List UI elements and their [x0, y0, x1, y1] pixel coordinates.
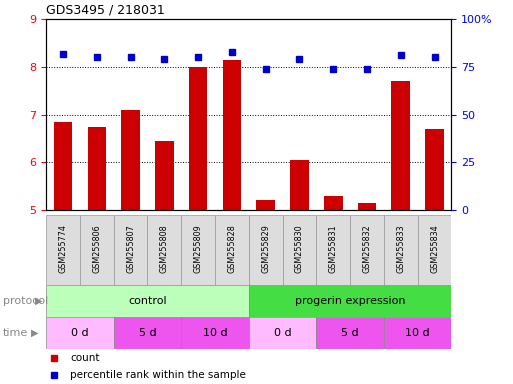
Text: GSM255808: GSM255808 — [160, 224, 169, 273]
Text: GSM255828: GSM255828 — [227, 224, 236, 273]
Text: 0 d: 0 d — [274, 328, 291, 338]
Bar — [290, 160, 309, 210]
Bar — [148, 215, 181, 285]
Bar — [358, 203, 377, 210]
Bar — [384, 215, 418, 285]
Bar — [256, 200, 275, 210]
Text: 5 d: 5 d — [139, 328, 156, 338]
Bar — [121, 110, 140, 210]
Bar — [88, 126, 106, 210]
Bar — [155, 141, 174, 210]
Bar — [350, 215, 384, 285]
Bar — [317, 317, 384, 349]
Bar — [384, 317, 451, 349]
Text: GSM255806: GSM255806 — [92, 224, 102, 273]
Bar — [249, 317, 317, 349]
Bar — [114, 317, 181, 349]
Text: GSM255832: GSM255832 — [363, 224, 371, 273]
Bar — [215, 215, 249, 285]
Bar — [324, 196, 343, 210]
Text: GSM255834: GSM255834 — [430, 224, 439, 273]
Text: progerin expression: progerin expression — [295, 296, 405, 306]
Text: 0 d: 0 d — [71, 328, 89, 338]
Text: GSM255809: GSM255809 — [193, 224, 203, 273]
Text: ▶: ▶ — [31, 328, 38, 338]
Bar — [317, 215, 350, 285]
Bar — [181, 317, 249, 349]
Text: control: control — [128, 296, 167, 306]
Text: count: count — [70, 353, 100, 363]
Text: percentile rank within the sample: percentile rank within the sample — [70, 369, 246, 379]
Text: 5 d: 5 d — [341, 328, 359, 338]
Text: GSM255830: GSM255830 — [295, 224, 304, 273]
Text: GSM255807: GSM255807 — [126, 224, 135, 273]
Bar — [249, 215, 283, 285]
Bar — [46, 215, 80, 285]
Bar — [425, 129, 444, 210]
Text: time: time — [3, 328, 28, 338]
Bar — [223, 60, 241, 210]
Bar — [46, 317, 114, 349]
Bar — [46, 285, 249, 317]
Bar — [181, 215, 215, 285]
Bar — [189, 67, 207, 210]
Bar — [391, 81, 410, 210]
Bar — [418, 215, 451, 285]
Text: 10 d: 10 d — [203, 328, 227, 338]
Text: GDS3495 / 218031: GDS3495 / 218031 — [46, 3, 165, 17]
Text: ▶: ▶ — [35, 296, 42, 306]
Text: GSM255833: GSM255833 — [396, 224, 405, 273]
Bar — [114, 215, 148, 285]
Text: 10 d: 10 d — [405, 328, 430, 338]
Text: protocol: protocol — [3, 296, 48, 306]
Text: GSM255829: GSM255829 — [261, 224, 270, 273]
Text: GSM255831: GSM255831 — [329, 224, 338, 273]
Bar — [283, 215, 317, 285]
Text: GSM255774: GSM255774 — [58, 224, 68, 273]
Bar — [54, 122, 72, 210]
Bar — [80, 215, 114, 285]
Bar — [249, 285, 451, 317]
